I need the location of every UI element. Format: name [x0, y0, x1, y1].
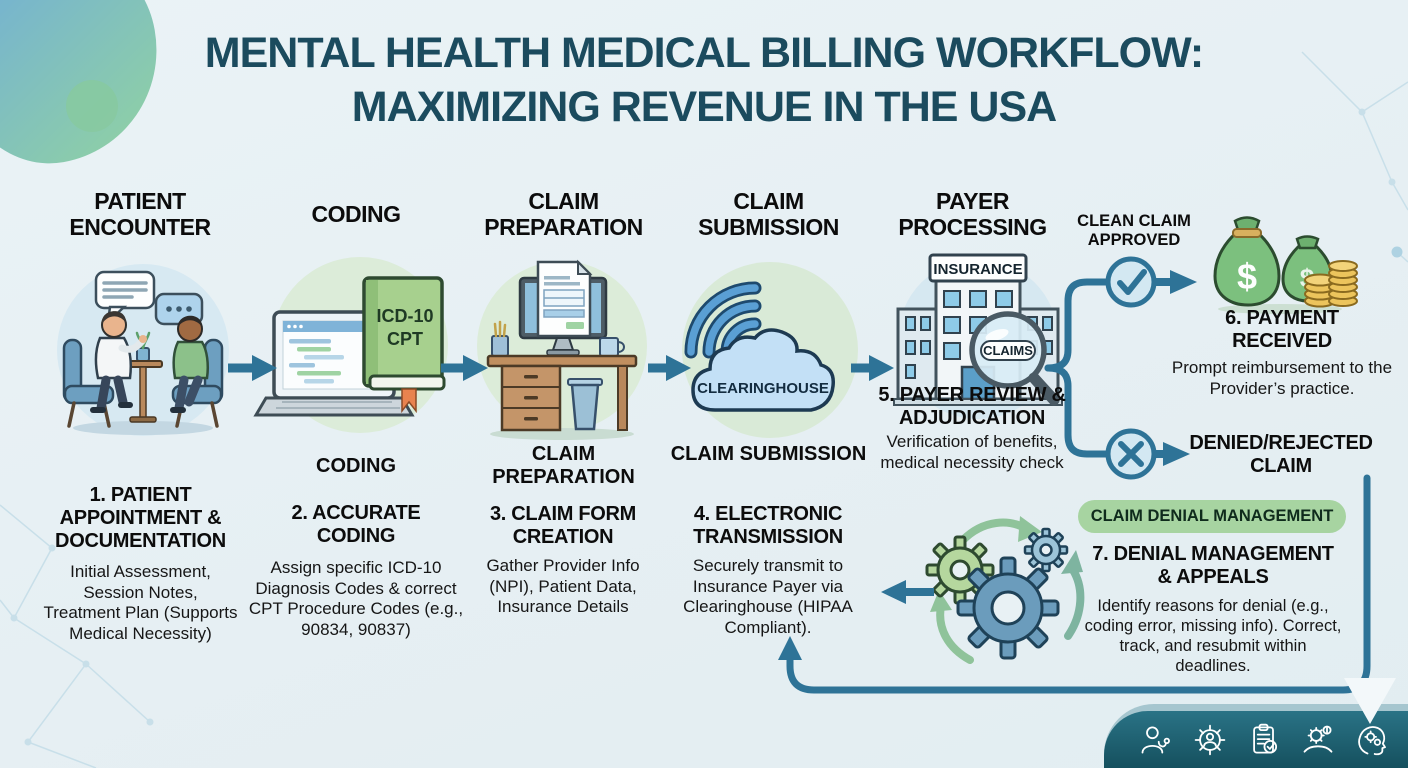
page-title-line2: MAXIMIZING REVENUE IN THE USA [351, 83, 1057, 132]
book-label-line2: CPT [387, 329, 423, 349]
head-gears-icon [1358, 725, 1386, 755]
desk-icon [486, 320, 638, 432]
icd10-cpt-book-icon: ICD-10 CPT [362, 276, 446, 414]
book-label-line1: ICD-10 [376, 306, 433, 326]
building-sign-label: INSURANCE [933, 261, 1022, 278]
step4-title: 4. ELECTRONIC TRANSMISSION [693, 503, 843, 549]
coding-laptop-book-icon: ICD-10 CPT [253, 257, 448, 433]
step5-desc: Verification of benefits, medical necess… [880, 432, 1064, 472]
step6-title: 6. PAYMENT RECEIVED [1225, 307, 1339, 353]
stage-header-claim-submission: CLAIM SUBMISSION [698, 188, 839, 240]
cloud-label: CLEARINGHOUSE [697, 380, 829, 397]
blue-gear-icon [956, 556, 1060, 660]
denial-management-gears-icon [925, 516, 1085, 664]
stage-header-patient-encounter: PATIENT ENCOUNTER [69, 188, 211, 240]
therapist-figure-icon [90, 311, 147, 413]
page-title: MENTAL HEALTH MEDICAL BILLING WORKFLOW: … [0, 26, 1408, 134]
clipboard-check-icon [1253, 723, 1278, 753]
hand-gear-dollar-icon [1303, 725, 1333, 753]
label-clean-claim-approved: CLEAN CLAIM APPROVED [1077, 212, 1191, 249]
patient-figure-icon [170, 315, 210, 413]
claim-prep-desk-icon [477, 259, 647, 440]
step7-title: 7. DENIAL MANAGEMENT & APPEALS [1092, 543, 1334, 589]
therapy-session-icon [57, 264, 229, 436]
money-bag-large-icon: $ [1213, 216, 1281, 307]
small-gear-icon [1023, 527, 1069, 573]
step3-title: 3. CLAIM FORM CREATION [489, 503, 637, 549]
subheader-claim-submission: CLAIM SUBMISSION [670, 443, 867, 465]
step3-desc: Gather Provider Info (NPI), Patient Data… [486, 556, 640, 617]
subheader-coding: CODING [316, 455, 396, 477]
clinician-icon [1141, 726, 1170, 753]
step4-desc: Securely transmit to Insurance Payer via… [683, 556, 853, 638]
subheader-claim-preparation: CLAIM PREPARATION [492, 443, 635, 488]
monitor-document-icon [518, 259, 608, 356]
green-dot-decoration [66, 80, 118, 132]
stage-header-payer-processing: PAYER PROCESSING [898, 188, 1047, 240]
approved-check-icon [1105, 256, 1197, 308]
dollar-sign: $ [1237, 256, 1257, 297]
label-denied-rejected-claim: DENIED/REJECTED CLAIM [1189, 432, 1373, 478]
footer-icon-bar [1104, 711, 1408, 768]
denied-x-icon [1105, 428, 1190, 480]
step1-desc: Initial Assessment, Session Notes, Treat… [43, 562, 238, 644]
page-title-line1: MENTAL HEALTH MEDICAL BILLING WORKFLOW: [204, 29, 1204, 77]
step6-desc: Prompt reimbursement to the Provider’s p… [1171, 358, 1393, 398]
step7-desc: Identify reasons for denial (e.g., codin… [1084, 597, 1342, 676]
insurance-building-icon: INSURANCE CLAIMS [893, 253, 1063, 419]
down-chevron-decoration [1344, 678, 1396, 724]
step2-title: 2. ACCURATE CODING [291, 502, 421, 548]
user-gear-icon [1194, 724, 1226, 755]
magnifier-label: CLAIMS [983, 343, 1033, 358]
money-bags-icon: $ $ [1213, 216, 1358, 314]
claim-denial-management-badge: CLAIM DENIAL MANAGEMENT [1078, 500, 1346, 533]
stage-header-coding: CODING [311, 201, 402, 227]
wifi-icon [684, 281, 768, 365]
stage-header-claim-preparation: CLAIM PREPARATION [484, 188, 643, 240]
step2-desc: Assign specific ICD-10 Diagnosis Codes &… [248, 558, 464, 640]
step5-title: 5. PAYER REVIEW & ADJUDICATION [878, 384, 1066, 430]
clearinghouse-cloud-icon: CLEARINGHOUSE [682, 262, 858, 438]
coin-stacks-icon [1304, 260, 1358, 308]
step1-title: 1. PATIENT APPOINTMENT & DOCUMENTATION [55, 484, 226, 553]
